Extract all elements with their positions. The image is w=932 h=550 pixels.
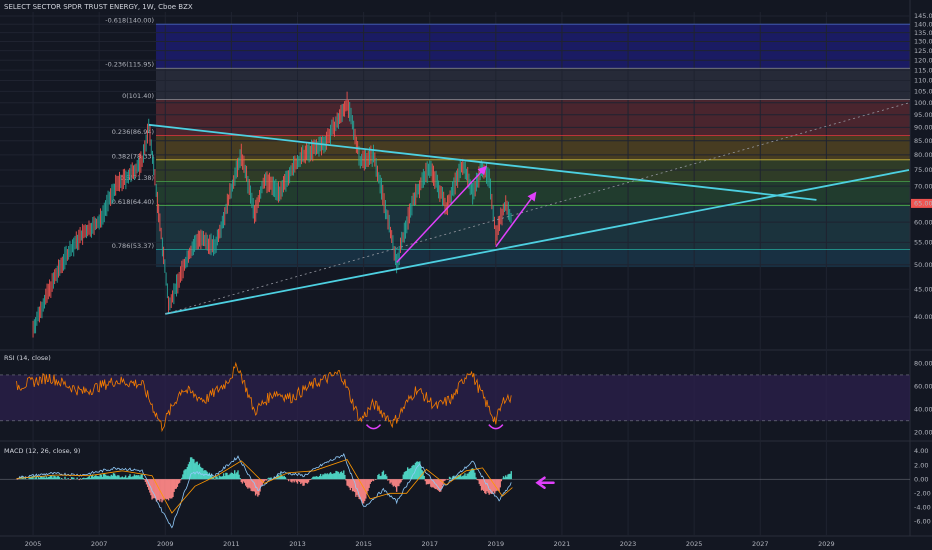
current-price-tag bbox=[911, 198, 932, 208]
price-tick-label: 100.00 bbox=[914, 99, 932, 107]
price-tick-label: 140.00 bbox=[914, 20, 932, 28]
time-tick-label: 2005 bbox=[25, 540, 42, 548]
price-tick-label: 130.00 bbox=[914, 38, 932, 46]
fib-level-label: 0.786(53.37) bbox=[112, 242, 154, 250]
time-tick-label: 2019 bbox=[488, 540, 505, 548]
price-tick-label: 50.00 bbox=[914, 261, 932, 269]
macd-tick-label: 0.00 bbox=[914, 475, 928, 483]
rsi-line bbox=[16, 361, 512, 433]
price-tick-label: 70.00 bbox=[914, 182, 932, 190]
macd-signal-line bbox=[16, 459, 513, 514]
rsi-title: RSI (14, close) bbox=[4, 354, 51, 362]
fib-level-label: 0.236(86.94) bbox=[112, 128, 154, 136]
fib-level-label: 0.382(78.33) bbox=[112, 152, 154, 160]
price-tick-label: 85.00 bbox=[914, 137, 932, 145]
time-tick-label: 2017 bbox=[421, 540, 438, 548]
price-tick-label: 145.00 bbox=[914, 12, 932, 20]
rsi-tick-label: 60.00 bbox=[914, 383, 932, 391]
rsi-low-marker bbox=[488, 424, 504, 430]
macd-tick-label: 2.00 bbox=[914, 461, 928, 469]
rsi-low-marker bbox=[365, 424, 382, 430]
price-tick-label: 120.00 bbox=[914, 56, 932, 64]
macd-tick-label: -2.00 bbox=[914, 489, 931, 497]
price-tick-label: 95.00 bbox=[914, 111, 932, 119]
time-tick-label: 2015 bbox=[355, 540, 372, 548]
macd-tick-label: -6.00 bbox=[914, 518, 931, 526]
price-tick-label: 110.00 bbox=[914, 77, 932, 85]
time-tick-label: 2013 bbox=[289, 540, 306, 548]
time-tick-label: 2025 bbox=[686, 540, 703, 548]
macd-title: MACD (12, 26, close, 9) bbox=[4, 447, 81, 455]
fib-level-label: -0.618(140.00) bbox=[105, 17, 154, 25]
time-tick-label: 2027 bbox=[752, 540, 769, 548]
rsi-tick-label: 40.00 bbox=[914, 406, 932, 414]
trend-arrow bbox=[396, 165, 487, 263]
grid-lines bbox=[0, 0, 932, 537]
time-axis: 2005 2007 2009 2011 2013 2015 2017 2019 2021 2023… bbox=[25, 540, 835, 548]
trendlines[interactable] bbox=[148, 102, 910, 315]
time-tick-label: 2023 bbox=[620, 540, 637, 548]
macd-line bbox=[16, 452, 512, 529]
rsi-tick-label: 80.00 bbox=[914, 360, 932, 368]
trendline-dotted bbox=[165, 102, 910, 315]
price-tick-label: 80.00 bbox=[914, 151, 932, 159]
price-tick-label: 115.00 bbox=[914, 66, 932, 74]
macd-tick-label: -4.00 bbox=[914, 504, 931, 512]
macd-pane bbox=[0, 452, 910, 529]
price-tick-label: 75.00 bbox=[914, 166, 932, 174]
time-tick-label: 2029 bbox=[818, 540, 835, 548]
macd-pointer-arrow bbox=[535, 476, 555, 489]
price-tick-label: 40.00 bbox=[914, 313, 932, 321]
fib-level-label: 0.618(64.40) bbox=[112, 198, 154, 206]
price-axis: 145.00140.00135.00130.00125.00120.00 115.… bbox=[911, 12, 932, 526]
price-tick-label: 90.00 bbox=[914, 124, 932, 132]
fib-level-label: 0(101.40) bbox=[122, 92, 154, 100]
current-price-label: 65.00 bbox=[914, 200, 932, 208]
fib-level-label: 0.5(71.38) bbox=[120, 174, 154, 182]
price-tick-label: 45.00 bbox=[914, 285, 932, 293]
price-tick-label: 135.00 bbox=[914, 29, 932, 37]
price-series bbox=[32, 91, 512, 338]
trendline-lower bbox=[165, 169, 910, 315]
rsi-tick-label: 20.00 bbox=[914, 428, 932, 436]
time-tick-label: 2007 bbox=[91, 540, 108, 548]
price-tick-label: 60.00 bbox=[914, 218, 932, 226]
fib-band bbox=[156, 68, 910, 100]
trend-arrow bbox=[495, 191, 537, 248]
price-tick-label: 125.00 bbox=[914, 47, 932, 55]
price-tick-label: 55.00 bbox=[914, 239, 932, 247]
macd-tick-label: 4.00 bbox=[914, 447, 928, 455]
time-tick-label: 2021 bbox=[554, 540, 571, 548]
time-tick-label: 2011 bbox=[223, 540, 240, 548]
trendline-upper bbox=[148, 123, 817, 201]
rsi-pane bbox=[0, 361, 910, 433]
fib-band bbox=[156, 24, 910, 69]
fib-levels: -0.618(140.00) -0.236(115.95) 0(101.40) 0.2… bbox=[105, 17, 910, 250]
fib-band bbox=[156, 159, 910, 182]
chart-title: SELECT SECTOR SPDR TRUST ENERGY, 1W, Cbo… bbox=[4, 3, 193, 11]
price-tick-label: 105.00 bbox=[914, 88, 932, 96]
rsi-band bbox=[0, 374, 910, 421]
fib-level-label: -0.236(115.95) bbox=[105, 61, 154, 69]
time-tick-label: 2009 bbox=[157, 540, 174, 548]
fib-band bbox=[156, 99, 910, 136]
